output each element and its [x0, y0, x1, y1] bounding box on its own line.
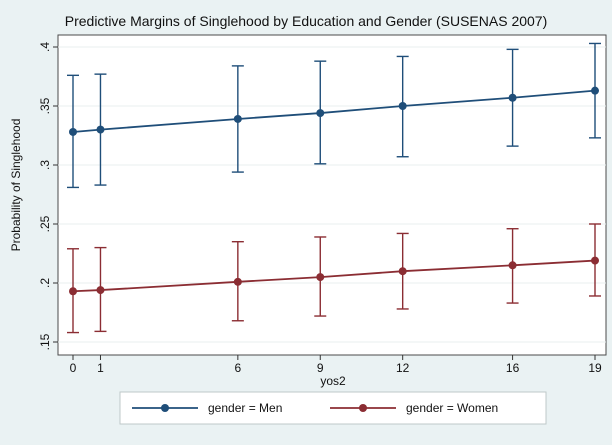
y-tick-label: .15 [38, 333, 52, 350]
x-axis-label: yos2 [320, 374, 346, 388]
data-point [398, 102, 407, 110]
data-point [398, 267, 407, 276]
data-point [508, 93, 517, 102]
x-tick-label: 1 [97, 361, 104, 375]
x-tick-label: 16 [506, 361, 520, 375]
series-1 [67, 223, 601, 334]
data-point [96, 286, 105, 295]
data-point [69, 127, 77, 136]
ticks-layer: .15.2.25.3.35.40 1 6 9 12 16 19 [38, 42, 602, 375]
legend-label-0: gender = Men [208, 401, 282, 415]
data-point [69, 287, 77, 296]
x-tick-label: 0 [70, 361, 77, 375]
y-tick-label: .25 [38, 215, 52, 232]
data-point [508, 261, 517, 270]
legend-label-1: gender = Women [406, 401, 498, 415]
grid-layer [58, 46, 606, 343]
data-point [591, 86, 599, 95]
data-point [233, 277, 242, 286]
data-point [96, 125, 105, 134]
y-tick-label: .4 [38, 42, 52, 52]
legend: gender = Men gender = Women [119, 391, 547, 425]
x-tick-label: 19 [588, 361, 602, 375]
data-point [316, 109, 325, 118]
legend-marker-0 [161, 404, 169, 412]
plot-area [57, 34, 607, 356]
y-tick-label: .3 [38, 160, 52, 170]
x-tick-label: 9 [317, 361, 324, 375]
series-0 [67, 42, 601, 189]
data-point [591, 256, 599, 265]
data-point [316, 273, 325, 282]
data-point [233, 114, 242, 123]
y-tick-label: .35 [38, 97, 52, 114]
series-layer [67, 42, 601, 334]
legend-marker-1 [359, 404, 367, 412]
x-tick-label: 6 [234, 361, 241, 375]
chart-title: Predictive Margins of Singlehood by Educ… [65, 13, 548, 29]
x-tick-label: 12 [396, 361, 410, 375]
y-tick-label: .2 [38, 278, 52, 288]
y-axis-label: Probability of Singlehood [9, 119, 23, 252]
